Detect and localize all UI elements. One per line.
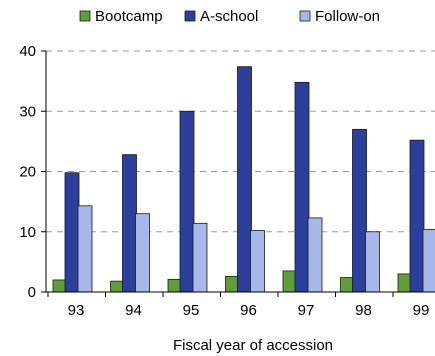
legend-swatch-follow-on [299,10,311,22]
x-tick-label-95: 95 [183,302,200,319]
x-tick-label-99: 99 [413,302,430,319]
bar-follow-on-96 [250,230,265,293]
bar-follow-on-93 [77,205,93,293]
bar-a-school-96 [237,66,252,293]
x-tick-label-94: 94 [125,302,142,319]
bar-a-school-95 [179,110,195,293]
y-tick-label-0: 0 [28,284,36,301]
bar-a-school-97 [294,81,310,293]
y-tick-label-20: 20 [19,164,36,181]
bar-a-school-98 [352,128,367,293]
bar-follow-on-95 [192,222,208,293]
bar-follow-on-99 [422,228,435,293]
legend-swatch-bootcamp [79,10,91,22]
x-tick-label-97: 97 [298,302,315,319]
bar-a-school-99 [409,139,425,293]
bar-a-school-94 [122,154,137,293]
bars [52,66,435,293]
x-tick-label-93: 93 [68,302,85,319]
y-tick-label-30: 30 [19,103,36,120]
bar-follow-on-97 [307,217,323,293]
bar-follow-on-98 [365,231,380,293]
legend-swatch-a-school [184,10,196,22]
x-tick-label-96: 96 [240,302,257,319]
x-tick-label-98: 98 [355,302,372,319]
y-tick-label-10: 10 [19,224,36,241]
legend-label-follow-on: Follow-on [315,8,380,25]
legend: Bootcamp A-school Follow-on [79,8,380,25]
y-tick-label-40: 40 [19,43,36,60]
bar-follow-on-94 [135,213,150,293]
axes [41,50,435,297]
x-tick-labels: 93 94 95 96 97 98 99 [68,302,430,319]
x-axis-title: Fiscal year of accession [173,337,333,354]
y-tick-labels: 0 10 20 30 40 [19,43,36,301]
legend-label-a-school: A-school [200,8,258,25]
bar-a-school-93 [64,172,80,293]
legend-label-bootcamp: Bootcamp [95,8,163,25]
